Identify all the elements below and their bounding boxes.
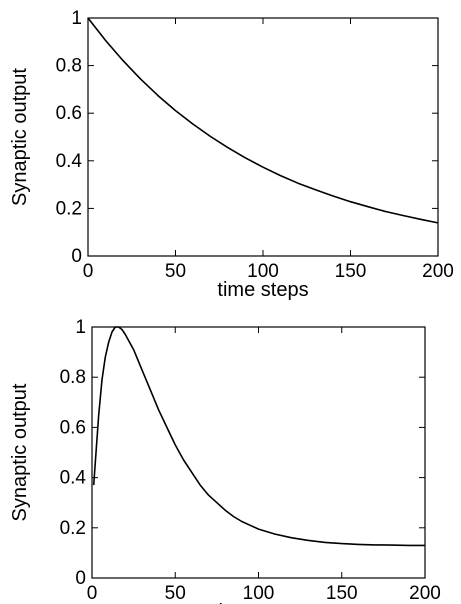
- x-tick-label: 100: [247, 261, 279, 282]
- x-tick-label: 200: [422, 261, 454, 282]
- series-line: [87, 17, 439, 224]
- y-tick-label: 0.8: [60, 367, 86, 388]
- plot-frame: [87, 17, 439, 257]
- y-tick-label: 1: [71, 8, 82, 29]
- x-tick-label: 200: [409, 583, 441, 604]
- y-tick-label: 0.6: [56, 103, 82, 124]
- plot-frame: [91, 326, 426, 579]
- x-tick-label: 0: [87, 583, 98, 604]
- y-axis-label: Synaptic output: [9, 68, 31, 206]
- y-tick-label: 0.4: [56, 151, 83, 172]
- y-tick-label: 0: [71, 246, 82, 267]
- x-tick-label: 50: [165, 583, 186, 604]
- x-axis-label: time steps: [217, 279, 308, 301]
- y-tick-label: 0: [75, 568, 86, 589]
- x-tick-label: 50: [165, 261, 186, 282]
- x-axis-label: time steps: [213, 601, 304, 604]
- y-tick-label: 0.2: [60, 518, 86, 539]
- x-tick-label: 150: [335, 261, 367, 282]
- y-tick-label: 0.4: [60, 468, 87, 489]
- y-tick-label: 1: [75, 317, 86, 338]
- x-tick-label: 150: [326, 583, 358, 604]
- y-axis-label: Synaptic output: [9, 383, 31, 521]
- y-tick-label: 0.6: [60, 417, 86, 438]
- chart-bottom: 0 50 100 150 200 0 0.2 0.4 0.6 0.8 1 time steps Syna…: [9, 317, 441, 604]
- chart-top: 0 50 100 150 200 0 0.2 0.4 0.6 0.8 1 time steps Syna…: [9, 8, 454, 301]
- y-tick-label: 0.2: [56, 198, 82, 219]
- x-tick-label: 0: [83, 261, 94, 282]
- y-tick-label: 0.8: [56, 56, 82, 77]
- series-line: [92, 326, 425, 547]
- x-tick-label: 100: [243, 583, 275, 604]
